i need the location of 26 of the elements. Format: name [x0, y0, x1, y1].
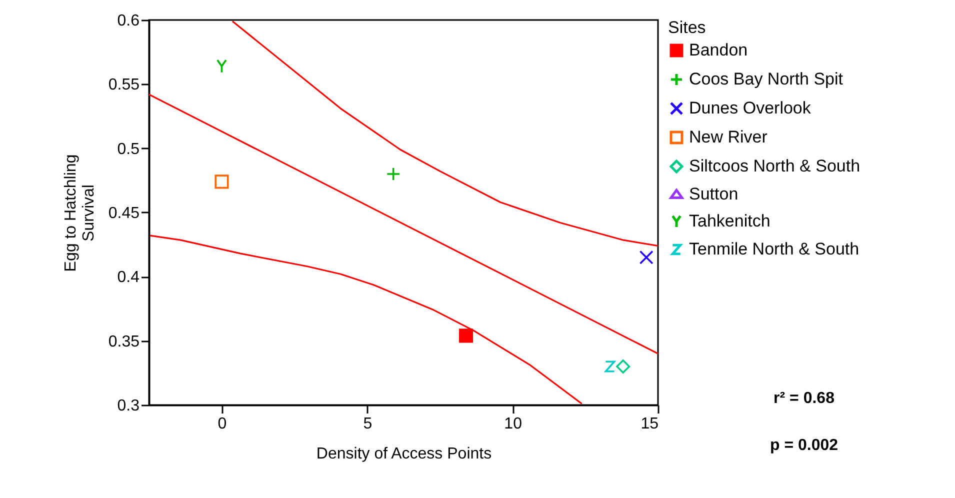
- x-tick-label: 0: [218, 416, 227, 432]
- y-tick-label: 0.5: [117, 140, 140, 158]
- line-series: [149, 234, 583, 405]
- legend-label: Dunes Overlook: [689, 98, 812, 118]
- legend-label: Tenmile North & South: [689, 240, 860, 258]
- legend-label: Sutton: [689, 184, 738, 204]
- legend-label: Coos Bay North Spit: [689, 70, 844, 88]
- legend-label: Siltcoos North & South: [689, 156, 860, 176]
- x-axis-title: Density of Access Points: [316, 446, 492, 462]
- y-tick-label: 0.35: [108, 333, 140, 350]
- line-series: [232, 20, 658, 247]
- y-tick-label: 0.45: [108, 205, 140, 222]
- y-tick-label: 0.6: [117, 12, 140, 30]
- y-tick-label: 0.55: [108, 76, 140, 94]
- y-tick-label: 0.4: [117, 269, 140, 286]
- legend-title: Sites: [668, 18, 706, 37]
- x-tick-label: 5: [363, 416, 372, 432]
- text: p = 0.002: [770, 437, 838, 454]
- y-axis-title: Egg to Hatchling Survival: [62, 154, 98, 272]
- x-tick-label: 10: [504, 416, 522, 432]
- legend-label: New River: [689, 128, 768, 146]
- text: r² = 0.68: [774, 390, 835, 407]
- legend-label: Bandon: [689, 40, 748, 60]
- y-tick-label: 0.3: [117, 398, 140, 414]
- x-tick-label: 15: [640, 416, 659, 432]
- legend-label: Tahkenitch: [689, 212, 770, 230]
